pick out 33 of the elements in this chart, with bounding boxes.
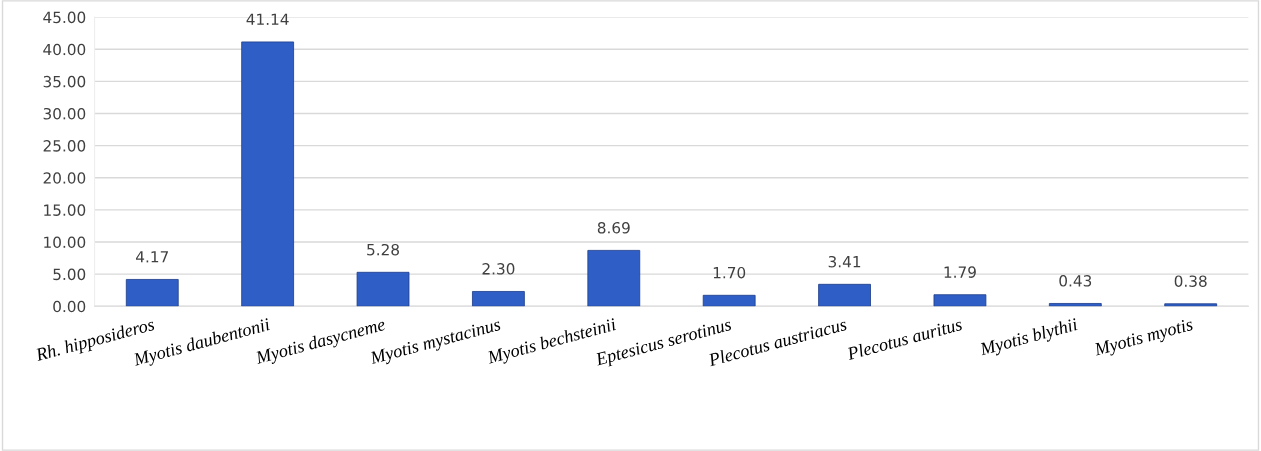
y-tick-label: 25.00 [43, 140, 86, 152]
y-tick-label: 35.00 [43, 75, 86, 88]
bar [702, 294, 756, 307]
y-tick-label: 5.00 [53, 268, 86, 281]
data-label: 0.38 [1174, 275, 1207, 287]
bar [472, 291, 525, 307]
y-tick-label: 45.00 [43, 11, 86, 24]
bar [1048, 303, 1102, 307]
x-tick-label: Myotis blythii [978, 317, 1080, 360]
y-tick-label: 30.00 [43, 107, 86, 120]
data-label: 4.17 [136, 251, 168, 263]
bar [125, 279, 179, 307]
bar [933, 294, 987, 307]
bar [587, 249, 641, 307]
bar [356, 271, 410, 307]
bar [818, 283, 871, 307]
y-tick-label: 40.00 [43, 43, 86, 56]
data-label: 1.70 [713, 266, 746, 279]
data-label: 41.14 [246, 13, 289, 25]
x-tick-label: Plecotus auritus [846, 317, 963, 361]
data-label: 1.79 [944, 266, 976, 278]
y-tick-label: 0.00 [53, 300, 86, 313]
data-label: 2.30 [482, 263, 515, 275]
bar [241, 41, 295, 307]
y-tick-label: 15.00 [44, 204, 86, 216]
data-label: 0.43 [1059, 275, 1092, 287]
x-tick-label: Myotis myotis [1093, 317, 1195, 360]
bar [1164, 303, 1218, 307]
data-label: 3.41 [828, 255, 861, 268]
y-tick-label: 20.00 [43, 172, 86, 184]
data-label: 5.28 [367, 243, 399, 256]
data-label: 8.69 [597, 222, 630, 234]
y-tick-label: 10.00 [44, 236, 86, 249]
